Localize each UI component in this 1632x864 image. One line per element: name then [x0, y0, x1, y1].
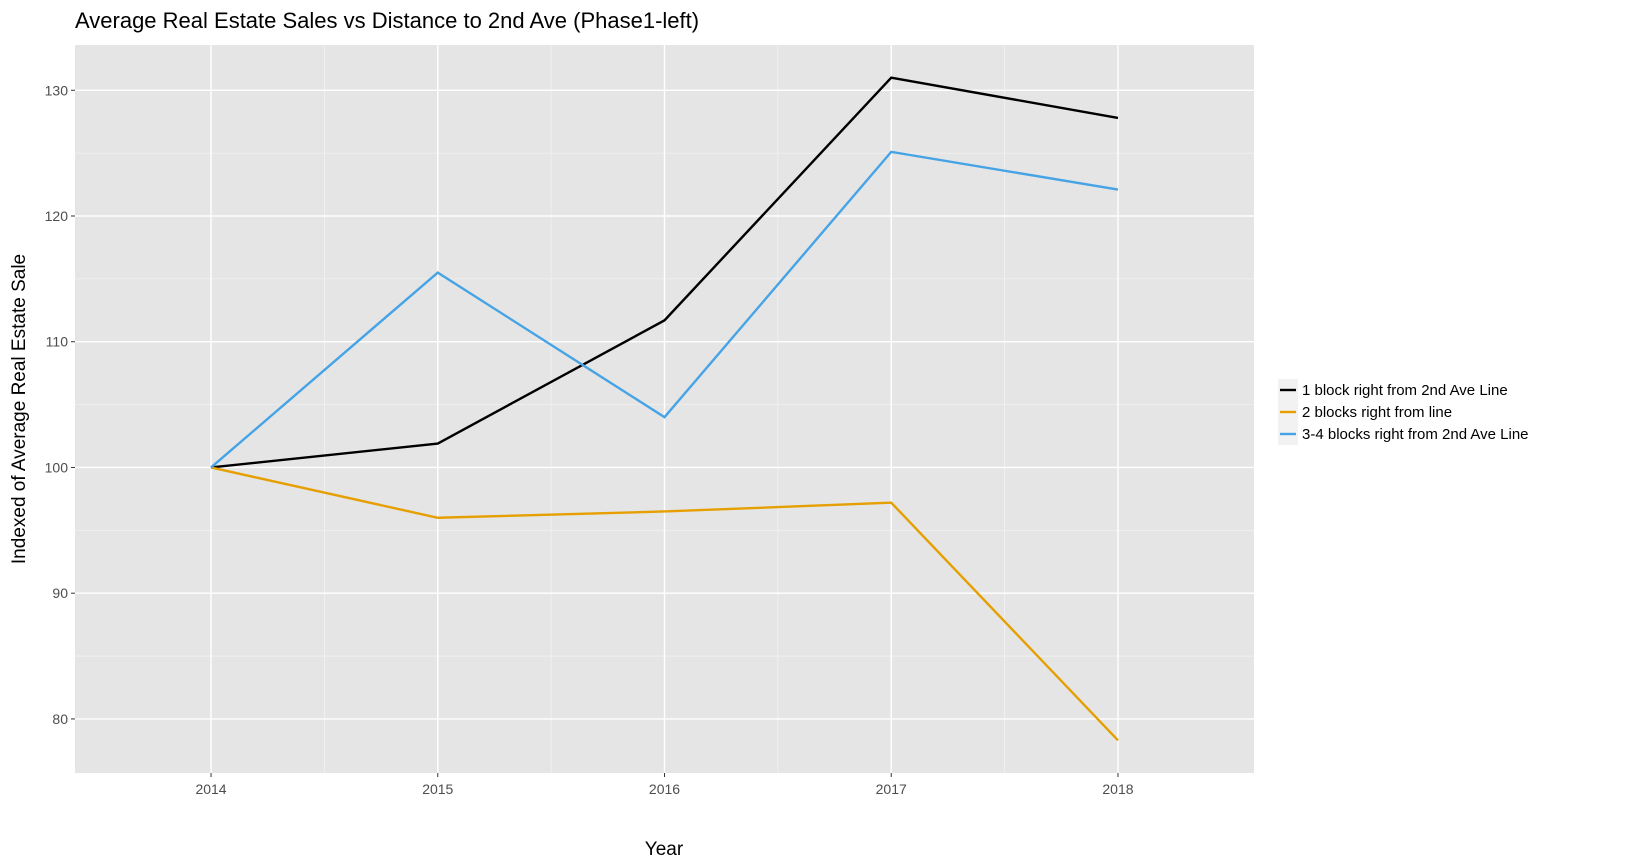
series-line-3: [210, 150, 1119, 469]
legend: 1 block right from 2nd Ave Line 2 blocks …: [1278, 379, 1529, 445]
legend-label: 2 blocks right from line: [1302, 404, 1452, 421]
y-tick-label: 100: [45, 459, 69, 475]
chart-title: Average Real Estate Sales vs Distance to…: [75, 8, 699, 33]
x-tick-label: 2017: [876, 781, 907, 797]
y-tick-label: 80: [52, 711, 68, 727]
y-tick-label: 130: [45, 82, 69, 98]
x-tick-label: 2016: [649, 781, 680, 797]
legend-label: 1 block right from 2nd Ave Line: [1302, 382, 1508, 399]
x-tick-label: 2018: [1102, 781, 1133, 797]
series-line-1: [210, 76, 1119, 469]
x-axis-label: Year: [645, 839, 684, 860]
y-tick-label: 90: [52, 585, 68, 601]
y-tick-label: 120: [45, 208, 69, 224]
y-tick-label: 110: [46, 334, 69, 350]
y-axis-label: Indexed of Average Real Estate Sale: [9, 254, 30, 564]
series-line-2: [210, 466, 1119, 742]
x-tick-label: 2015: [422, 781, 453, 797]
legend-label: 3-4 blocks right from 2nd Ave Line: [1302, 426, 1529, 443]
x-tick-label: 2014: [195, 781, 226, 797]
